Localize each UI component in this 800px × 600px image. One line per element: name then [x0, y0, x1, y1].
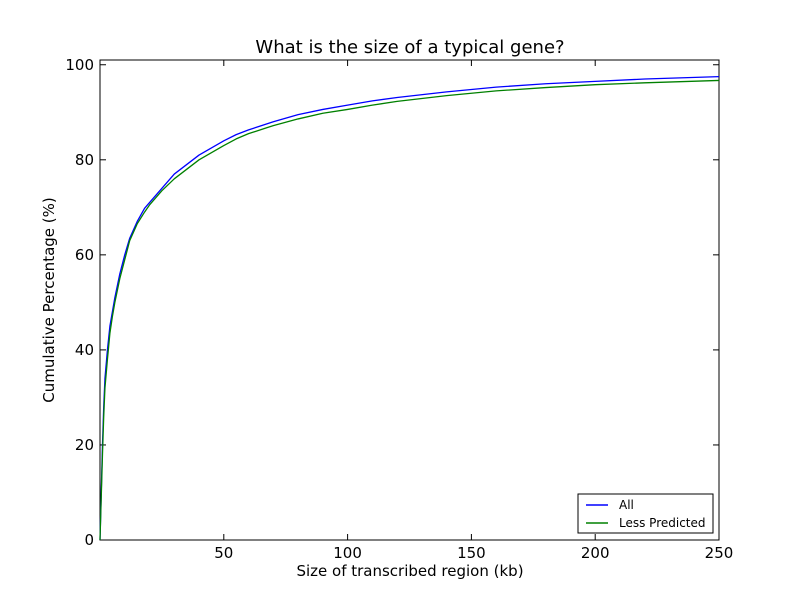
- x-axis-label: Size of transcribed region (kb): [296, 562, 523, 580]
- legend: All Less Predicted: [577, 493, 714, 534]
- y-axis-ticks: 0 20 40 60 80 100: [65, 56, 719, 549]
- x-axis-ticks: 50 100 150 200 250: [214, 60, 733, 562]
- chart-title: What is the size of a typical gene?: [255, 37, 564, 58]
- series-line-less-predicted: [99, 79, 720, 541]
- legend-label-less-predicted: Less Predicted: [619, 516, 706, 530]
- plot-frame: [99, 59, 720, 541]
- y-tick-label: 60: [75, 246, 94, 264]
- series-line-all: [99, 75, 720, 541]
- x-tick-label: 150: [457, 544, 486, 562]
- x-tick-label: 200: [581, 544, 610, 562]
- x-tick-label: 50: [214, 544, 233, 562]
- y-tick-label: 40: [75, 341, 94, 359]
- x-tick-label: 100: [333, 544, 362, 562]
- y-tick-label: 100: [65, 56, 94, 74]
- y-tick-label: 20: [75, 436, 94, 454]
- y-tick-label: 0: [84, 531, 94, 549]
- legend-box: [577, 493, 714, 534]
- x-tick-label: 250: [705, 544, 734, 562]
- series-layer: [99, 75, 720, 541]
- y-axis-label: Cumulative Percentage (%): [40, 197, 58, 403]
- plot-area: 50 100 150 200 250 0 20 40 60 80 100: [65, 56, 733, 562]
- legend-label-all: All: [619, 498, 634, 512]
- y-tick-label: 80: [75, 151, 94, 169]
